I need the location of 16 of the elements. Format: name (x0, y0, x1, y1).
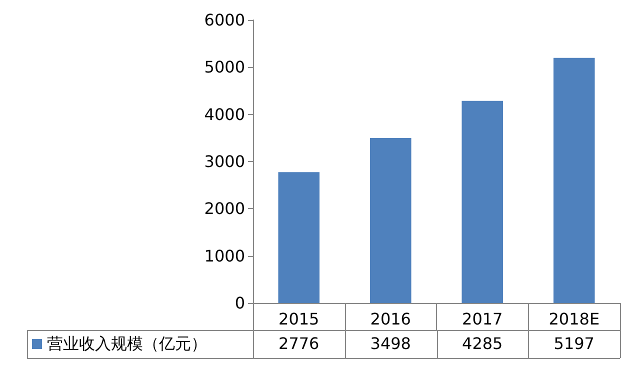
y-tick-label: 5000 (204, 58, 245, 77)
x-tick-label: 2018E (548, 310, 600, 328)
data-label: 5197 (552, 334, 596, 353)
y-tick-label: 1000 (204, 246, 245, 266)
legend-label: 营业收入规模（亿元） (46, 334, 207, 355)
data-label: 2776 (278, 334, 320, 353)
y-tick-label: 4000 (204, 104, 245, 124)
y-tick-label: 3000 (204, 152, 245, 171)
y-tick-label: 6000 (204, 10, 245, 30)
x-tick-label: 2015 (278, 310, 320, 328)
y-tick-label: 0 (234, 294, 245, 312)
data-label: 4285 (461, 334, 504, 353)
x-tick-label: 2016 (370, 310, 411, 328)
y-tick-label: 2000 (204, 199, 245, 218)
data-label: 3498 (369, 334, 412, 353)
x-tick-label: 2017 (462, 310, 503, 328)
